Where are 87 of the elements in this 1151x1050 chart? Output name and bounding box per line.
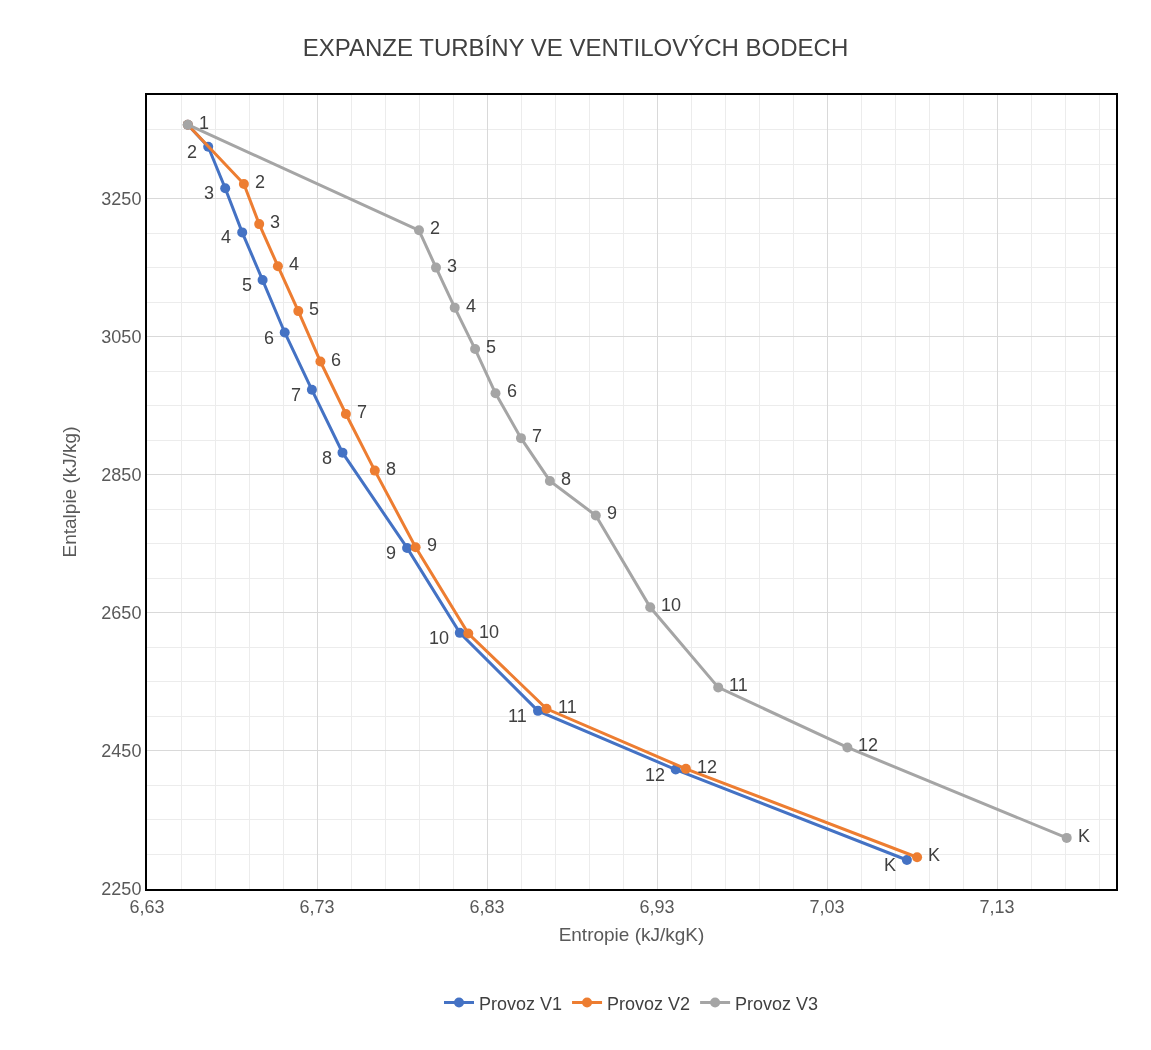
point bbox=[306, 384, 317, 395]
legend-label: Provoz V2 bbox=[607, 993, 691, 1014]
point bbox=[1061, 832, 1072, 843]
point bbox=[590, 510, 601, 521]
point bbox=[449, 302, 460, 313]
x-tick-label: 6,83 bbox=[469, 896, 505, 917]
chart-title: EXPANZE TURBÍNY VE VENTILOVÝCH BODECH bbox=[302, 33, 849, 61]
point bbox=[912, 852, 923, 863]
point bbox=[645, 602, 656, 613]
annotation: 12 bbox=[645, 765, 666, 785]
x-axis-title: Entropie (kJ/kgK) bbox=[558, 923, 705, 945]
annotation: 4 bbox=[466, 296, 477, 316]
point bbox=[490, 388, 501, 399]
y-tick-label: 2650 bbox=[101, 603, 142, 624]
point bbox=[410, 542, 421, 553]
annotation: 7 bbox=[357, 402, 368, 422]
point bbox=[238, 179, 249, 190]
x-tick-label: 6,93 bbox=[639, 896, 675, 917]
point bbox=[541, 703, 552, 714]
annotation: K bbox=[884, 855, 897, 875]
y-axis-title: Entalpie (kJ/kg) bbox=[58, 426, 80, 558]
annotation: 7 bbox=[532, 426, 543, 446]
annotation: 12 bbox=[697, 757, 718, 777]
annotation: 12 bbox=[858, 735, 879, 755]
point bbox=[254, 219, 265, 230]
annotation: 3 bbox=[270, 212, 281, 232]
point bbox=[842, 742, 853, 753]
point bbox=[220, 183, 231, 194]
point bbox=[279, 327, 290, 338]
annotation: 8 bbox=[386, 459, 397, 479]
annotation: 5 bbox=[309, 299, 320, 319]
point bbox=[315, 356, 326, 367]
annotation: 2 bbox=[187, 142, 198, 162]
y-tick-label: 3250 bbox=[101, 188, 142, 209]
point bbox=[431, 262, 441, 273]
point bbox=[463, 628, 474, 639]
annotation: 6 bbox=[507, 381, 518, 401]
point bbox=[272, 261, 283, 272]
point bbox=[293, 306, 304, 317]
annotation: 10 bbox=[429, 628, 450, 648]
x-tick-label: 7,13 bbox=[979, 896, 1015, 917]
annotation: 10 bbox=[479, 622, 500, 642]
point bbox=[470, 344, 481, 355]
annotation: 5 bbox=[486, 337, 497, 357]
annotation: 6 bbox=[264, 328, 275, 348]
annotation: 4 bbox=[289, 254, 300, 274]
point bbox=[533, 705, 543, 716]
annotation: 10 bbox=[661, 595, 682, 615]
point bbox=[237, 227, 248, 238]
annotation: 11 bbox=[508, 706, 527, 726]
point bbox=[516, 433, 526, 444]
annotation: K bbox=[928, 845, 941, 865]
annotation: 7 bbox=[291, 385, 302, 405]
annotation: 2 bbox=[430, 218, 441, 238]
legend-label: Provoz V3 bbox=[735, 993, 819, 1014]
point bbox=[340, 408, 351, 419]
annotation: 9 bbox=[427, 535, 438, 555]
point bbox=[544, 475, 555, 486]
annotation: 9 bbox=[386, 543, 397, 563]
annotation: 2 bbox=[255, 172, 266, 192]
legend-label: Provoz V1 bbox=[479, 993, 563, 1014]
point bbox=[414, 225, 424, 236]
y-tick-label: 2850 bbox=[101, 465, 142, 486]
point bbox=[901, 855, 912, 865]
point bbox=[369, 465, 380, 476]
annotation: 4 bbox=[221, 227, 232, 247]
annotation: 9 bbox=[607, 503, 618, 523]
x-tick-label: 7,03 bbox=[809, 896, 845, 917]
annotation: K bbox=[1078, 826, 1091, 846]
annotation: 1 bbox=[199, 113, 210, 133]
x-tick-label: 6,73 bbox=[299, 896, 335, 917]
point bbox=[402, 542, 413, 553]
point bbox=[337, 447, 348, 458]
point bbox=[257, 275, 268, 286]
annotation: 3 bbox=[204, 183, 215, 203]
annotation: 11 bbox=[729, 675, 748, 695]
point bbox=[713, 682, 724, 693]
point bbox=[454, 627, 465, 638]
point bbox=[680, 763, 691, 774]
y-tick-label: 3050 bbox=[101, 326, 142, 347]
annotation: 8 bbox=[561, 469, 572, 489]
y-tick-label: 2450 bbox=[101, 741, 142, 762]
annotation: 8 bbox=[322, 448, 333, 468]
annotation: 11 bbox=[558, 697, 577, 717]
annotation: 5 bbox=[242, 275, 253, 295]
annotation: 3 bbox=[447, 256, 458, 276]
annotation: 6 bbox=[331, 350, 342, 370]
